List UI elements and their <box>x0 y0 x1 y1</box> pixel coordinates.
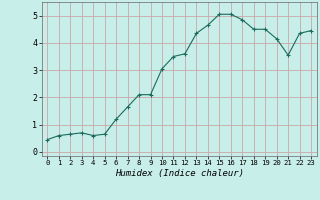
X-axis label: Humidex (Indice chaleur): Humidex (Indice chaleur) <box>115 169 244 178</box>
